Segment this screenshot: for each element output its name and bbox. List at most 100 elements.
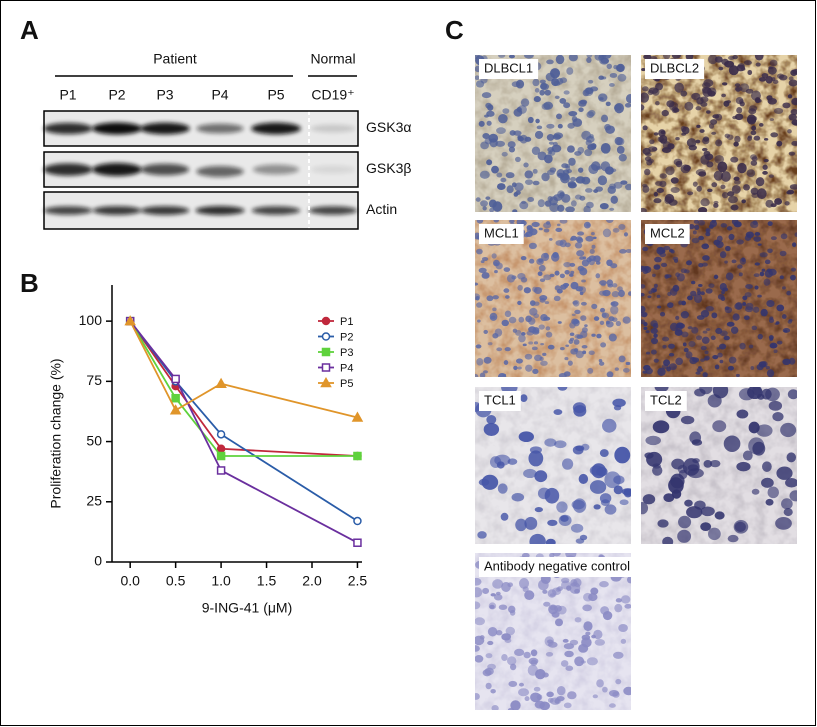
nucleus xyxy=(711,312,718,319)
nucleus xyxy=(567,122,575,129)
nucleus xyxy=(570,176,577,182)
nucleus xyxy=(599,361,605,366)
x-tick-label: 2.0 xyxy=(302,573,322,589)
nucleus xyxy=(563,102,571,109)
nucleus xyxy=(476,220,484,224)
nucleus xyxy=(675,315,680,320)
nucleus xyxy=(594,638,606,646)
ihc-image xyxy=(641,220,797,377)
nucleus xyxy=(572,498,587,513)
x-axis-label: 9-ING-41 (μM) xyxy=(202,600,293,616)
nucleus xyxy=(613,181,623,189)
nucleus xyxy=(487,640,494,646)
nucleus xyxy=(695,168,706,176)
nucleus xyxy=(774,198,783,205)
nucleus xyxy=(625,94,631,104)
nucleus xyxy=(664,274,669,279)
nucleus xyxy=(524,179,533,186)
nucleus xyxy=(667,143,675,150)
nucleus xyxy=(533,301,540,306)
nucleus xyxy=(482,133,490,139)
group-label: Normal xyxy=(310,51,355,67)
ihc-images: DLBCL1 DLBCL2 MCL1 MCL2 TCL1 TCL2 Antibody neg… xyxy=(475,55,797,710)
nucleus xyxy=(643,55,652,60)
nucleus xyxy=(690,290,697,297)
nucleus xyxy=(553,409,563,415)
nucleus xyxy=(707,188,713,193)
nucleus xyxy=(691,327,699,334)
nucleus xyxy=(486,414,497,425)
nucleus xyxy=(782,358,791,365)
nucleus xyxy=(524,696,530,702)
nucleus xyxy=(780,422,797,438)
nucleus xyxy=(641,207,647,212)
nucleus xyxy=(751,325,758,331)
nucleus xyxy=(618,289,625,298)
nucleus xyxy=(568,55,578,62)
nucleus xyxy=(694,388,706,397)
nucleus xyxy=(726,226,733,231)
nucleus xyxy=(764,259,771,265)
ihc-image xyxy=(475,553,631,710)
nucleus xyxy=(476,358,484,366)
nucleus xyxy=(545,331,553,338)
nucleus xyxy=(571,313,576,317)
nucleus xyxy=(582,350,587,355)
label-box xyxy=(479,59,539,79)
blot-frame xyxy=(43,151,359,188)
nucleus xyxy=(565,206,575,212)
nucleus xyxy=(776,73,785,79)
nucleus xyxy=(751,125,757,131)
nucleus xyxy=(687,326,693,330)
nucleus xyxy=(788,357,796,365)
nucleus xyxy=(524,516,538,530)
nucleus xyxy=(575,236,583,242)
ihc-image xyxy=(475,387,631,544)
nucleus xyxy=(680,164,691,174)
nucleus xyxy=(543,228,550,233)
nucleus xyxy=(539,89,545,96)
nucleus xyxy=(699,129,705,133)
nucleus xyxy=(578,107,584,113)
nucleus xyxy=(524,170,534,179)
nucleus xyxy=(668,477,684,494)
series-line xyxy=(129,320,358,419)
nucleus xyxy=(794,232,797,238)
nucleus xyxy=(655,181,663,186)
band xyxy=(196,166,244,177)
nucleus xyxy=(653,264,661,270)
nucleus xyxy=(489,138,498,148)
y-tick-label: 100 xyxy=(79,312,103,328)
nucleus xyxy=(759,271,765,277)
nucleus xyxy=(602,228,612,238)
legend-label: P2 xyxy=(340,331,353,343)
nucleus xyxy=(731,220,739,226)
nucleus xyxy=(578,473,589,485)
nucleus xyxy=(765,75,773,84)
nucleus xyxy=(547,169,555,176)
nucleus xyxy=(716,235,723,242)
nucleus xyxy=(608,316,615,322)
nucleus xyxy=(653,132,659,136)
nucleus xyxy=(528,242,537,250)
label-box xyxy=(645,59,705,79)
row-label: GSK3β xyxy=(366,160,411,176)
nucleus xyxy=(780,233,788,240)
nucleus xyxy=(671,489,682,499)
nucleus xyxy=(733,141,739,147)
nucleus xyxy=(641,68,646,72)
nucleus xyxy=(767,248,773,254)
nucleus xyxy=(577,231,585,236)
nucleus xyxy=(485,682,492,690)
label-box xyxy=(479,224,524,244)
band xyxy=(196,123,244,134)
nucleus xyxy=(649,139,655,145)
nucleus xyxy=(608,333,617,342)
data-point xyxy=(216,444,226,454)
nucleus xyxy=(772,411,784,422)
ihc-image xyxy=(475,55,631,212)
nucleus xyxy=(742,450,753,461)
nucleus xyxy=(544,89,552,96)
nucleus xyxy=(511,81,521,88)
nucleus xyxy=(501,653,508,662)
